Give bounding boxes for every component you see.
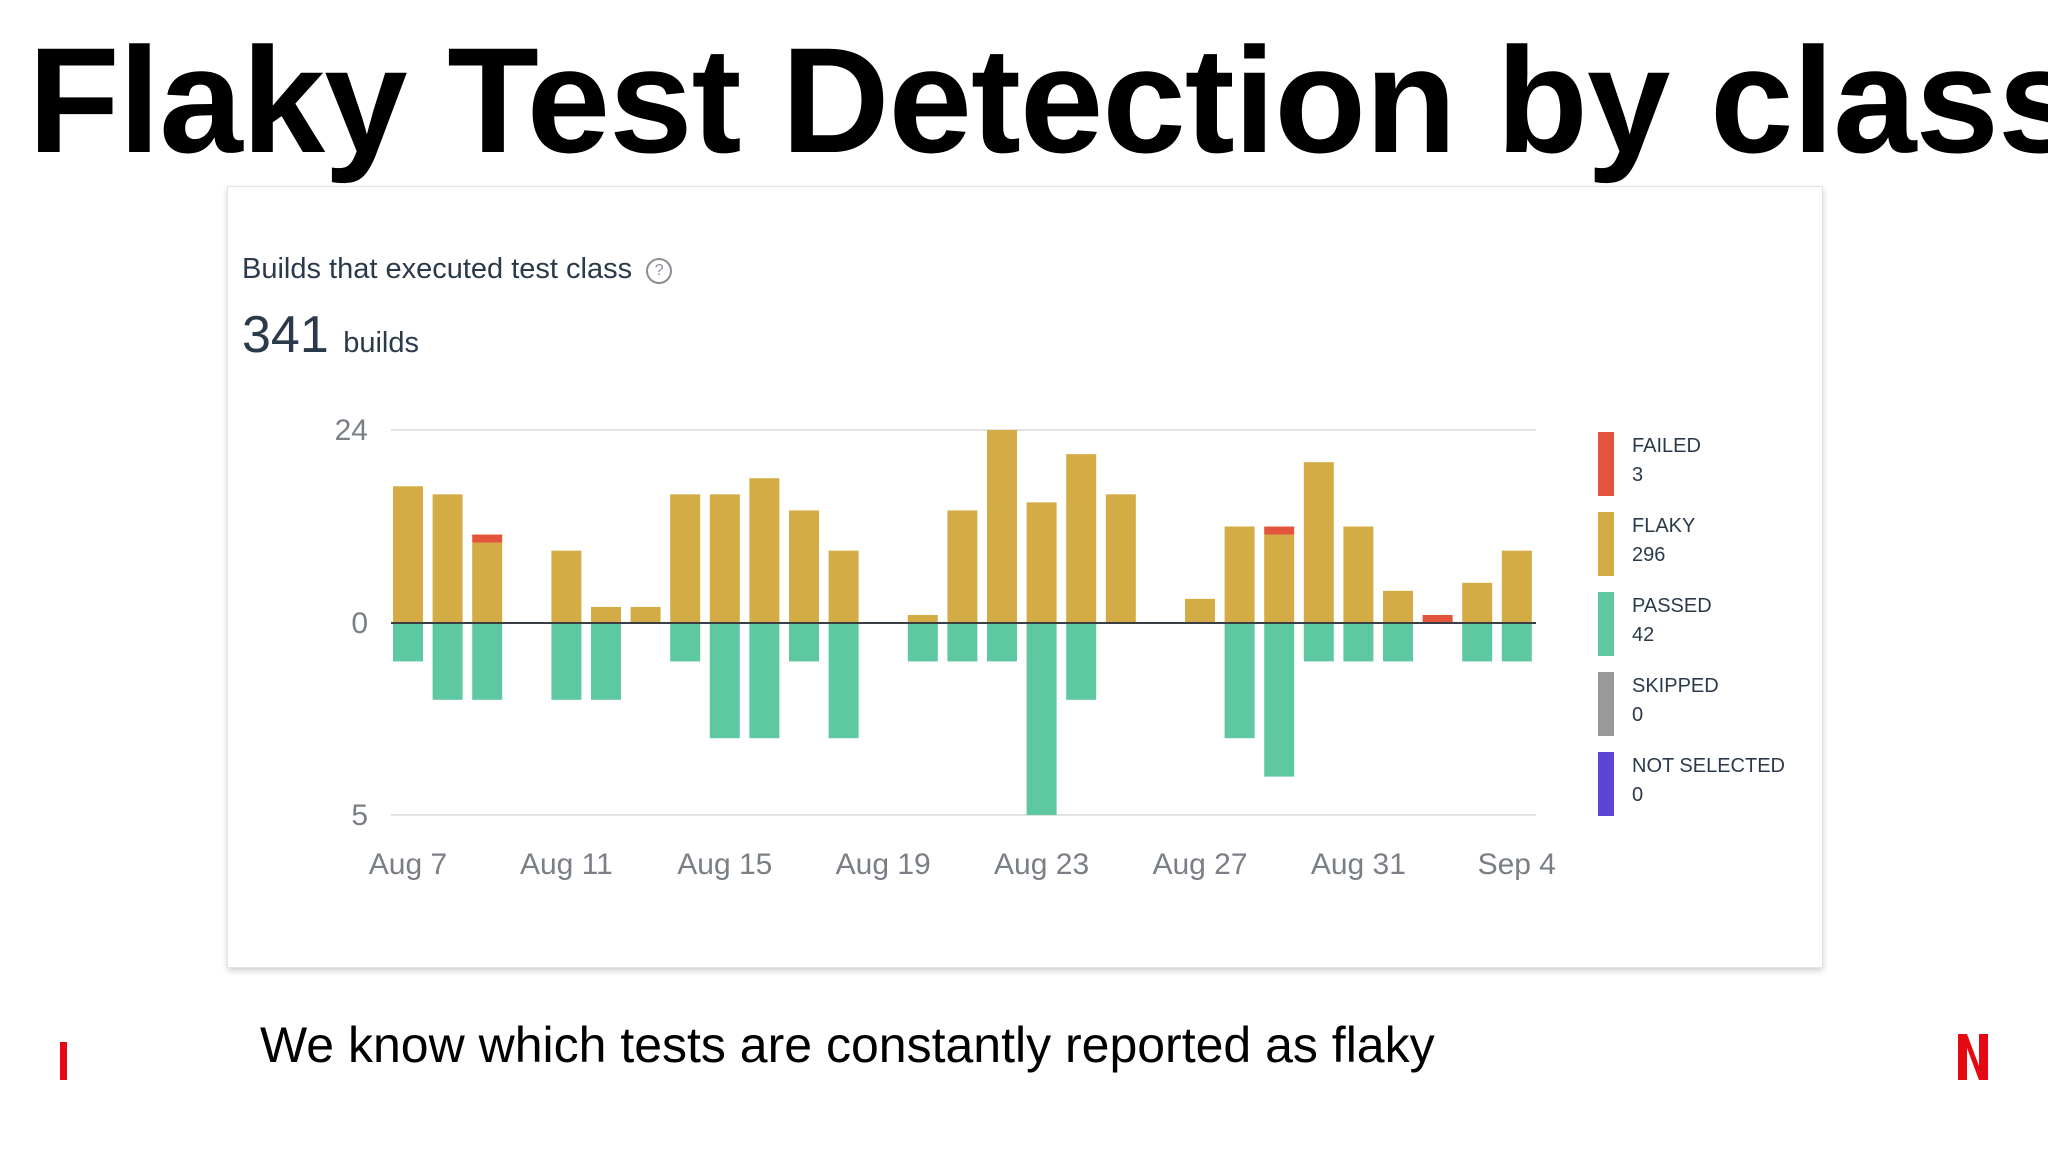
bar-passed [947,623,978,662]
x-tick-label: Aug 15 [677,848,772,881]
bar-flaky [709,494,740,623]
y-tick-label: 0 [351,607,368,640]
legend-label: FLAKY [1632,515,1695,537]
x-tick-label: Aug 19 [836,848,931,881]
bar-flaky [1462,582,1493,623]
bar-failed [1264,526,1295,535]
bar-passed [591,623,621,700]
bar-failed [472,534,503,543]
legend-total: 0 [1632,704,1643,726]
legend-label: SKIPPED [1632,675,1719,697]
build-count-value: 341 [242,306,329,364]
bar-flaky [1501,550,1532,623]
bar-passed [789,623,819,662]
bar-passed [1462,623,1493,662]
bar-flaky [1026,502,1057,623]
legend-total: 42 [1632,624,1654,646]
bar-flaky [1264,534,1295,623]
chart-card: 24 0 5 Aug 7 Aug 11 Aug 15 Aug 19 Aug 23 Aug 27 A… [227,186,1823,968]
y-tick-label: 24 [335,414,368,447]
bar-flaky [472,542,503,623]
x-tick-label: Aug 23 [994,848,1089,881]
slide-caption: We know which tests are constantly repor… [260,1017,1435,1073]
card-heading: Builds that executed test class ? [242,253,673,286]
bar-flaky [947,510,978,623]
bar-flaky [1303,462,1334,623]
bar-flaky [987,430,1017,623]
card-heading-text: Builds that executed test class [242,253,633,285]
bar-flaky [1343,526,1374,623]
bar-flaky [1185,598,1215,623]
bar-failed [1422,614,1453,623]
legend-total: 296 [1632,544,1665,566]
bar-passed [1224,623,1255,739]
bar-flaky [1224,526,1255,623]
bar-passed [670,623,701,662]
y-tick-label: 5 [351,799,368,832]
build-count: 341 builds [242,305,419,365]
legend-swatch [1598,592,1614,656]
bar-passed [1343,623,1374,662]
bar-passed [749,623,780,739]
bar-flaky [670,494,701,623]
bar-passed [1264,623,1295,777]
x-tick-label: Aug 31 [1311,848,1406,881]
bar-passed [709,623,740,739]
bar-flaky [1066,454,1097,623]
bar-flaky [1105,494,1136,623]
bar-flaky [907,614,938,623]
bar-passed [1303,623,1334,662]
build-count-unit: builds [343,327,419,359]
left-brand-mark [60,1042,67,1080]
x-tick-label: Sep 4 [1478,848,1556,881]
legend-total: 3 [1632,464,1643,486]
question-circle-icon[interactable]: ? [646,258,673,284]
bar-flaky [828,550,859,623]
legend-label: NOT SELECTED [1632,755,1785,777]
legend-swatch [1598,432,1614,496]
bar-flaky [432,494,463,623]
netflix-logo-icon [1958,1034,1988,1080]
bar-flaky [591,606,621,623]
bar-passed [1026,623,1057,815]
bar-passed [987,623,1017,662]
x-tick-label: Aug 7 [369,848,447,881]
bar-flaky [749,478,780,623]
legend-swatch [1598,672,1614,736]
bar-passed [393,623,423,662]
bar-passed [1066,623,1097,700]
bar-passed [472,623,503,700]
bar-flaky [630,606,661,623]
bar-flaky [1383,590,1413,623]
bar-passed [432,623,463,700]
bar-flaky [551,550,582,623]
legend-swatch [1598,512,1614,576]
legend-label: FAILED [1632,435,1701,457]
bar-passed [907,623,938,662]
bar-passed [551,623,582,700]
bar-flaky [393,486,423,623]
bar-passed [1383,623,1413,662]
bar-passed [828,623,859,739]
bar-passed [1501,623,1532,662]
bar-flaky [789,510,819,623]
x-tick-label: Aug 27 [1152,848,1247,881]
x-tick-label: Aug 11 [520,848,613,881]
legend-label: PASSED [1632,595,1712,617]
slide-title: Flaky Test Detection by class [28,16,2048,184]
legend-swatch [1598,752,1614,816]
legend-total: 0 [1632,784,1643,806]
